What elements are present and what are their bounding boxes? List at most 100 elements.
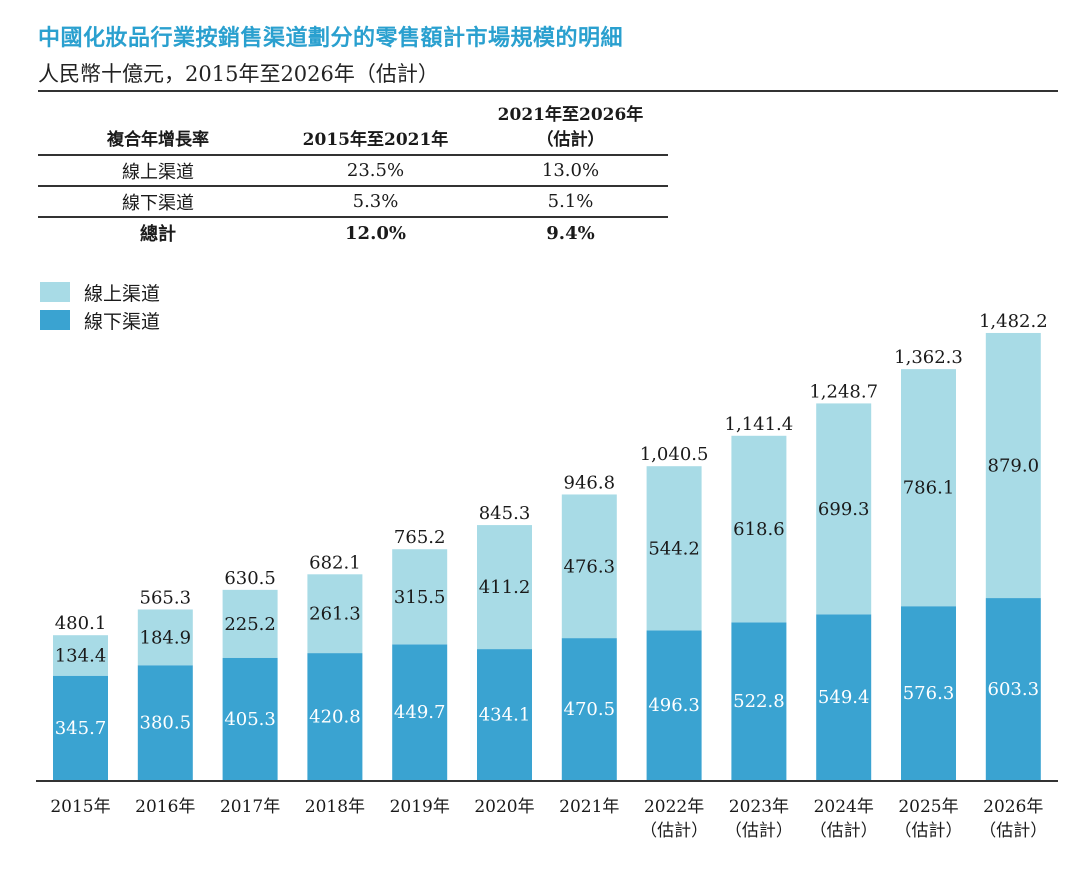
x-tick-label-7: 2022年 xyxy=(644,797,704,817)
cagr-value: 5.3% xyxy=(352,191,399,212)
label-total-11: 1,482.2 xyxy=(979,311,1048,332)
x-tick-label-1: 2016年 xyxy=(135,797,195,817)
x-tick-note-7: （估計） xyxy=(640,821,708,841)
bar-offline-11 xyxy=(985,598,1041,780)
cagr-value: 12.0% xyxy=(345,222,406,244)
label-total-8: 1,141.4 xyxy=(725,414,794,435)
bar-offline-2 xyxy=(222,657,278,780)
cagr-header-period2-line2: （估計） xyxy=(536,130,605,150)
label-offline-8: 522.8 xyxy=(733,691,785,712)
cagr-header-period2: 2021年至2026年 （估計） xyxy=(473,96,668,155)
label-total-7: 1,040.5 xyxy=(640,444,709,465)
label-online-5: 411.2 xyxy=(479,577,531,598)
x-tick-label-4: 2019年 xyxy=(390,797,450,817)
label-offline-9: 549.4 xyxy=(818,687,870,708)
cagr-header-label: 複合年增長率 xyxy=(107,130,209,150)
chart-title: 中國化妝品行業按銷售渠道劃分的零售額計市場規模的明細 xyxy=(38,26,624,51)
x-tick-note-10: （估計） xyxy=(895,821,963,841)
label-online-10: 786.1 xyxy=(903,478,955,499)
bar-offline-4 xyxy=(392,644,448,780)
label-online-3: 261.3 xyxy=(309,604,361,625)
label-offline-4: 449.7 xyxy=(394,702,446,723)
x-tick-note-9: （估計） xyxy=(810,821,878,841)
cagr-header-period2-line1: 2021年至2026年 xyxy=(497,105,644,125)
label-total-10: 1,362.3 xyxy=(894,347,963,368)
label-offline-11: 603.3 xyxy=(988,679,1040,700)
label-online-9: 699.3 xyxy=(818,499,870,520)
bar-online-8 xyxy=(731,435,787,623)
bar-offline-3 xyxy=(307,653,363,780)
cagr-row-label: 線下渠道 xyxy=(122,192,194,214)
x-tick-label-5: 2020年 xyxy=(474,797,534,817)
cagr-header-period1: 2015年至2021年 xyxy=(302,130,449,150)
cagr-row-total: 總計 12.0% 9.4% xyxy=(38,217,668,248)
label-online-7: 544.2 xyxy=(648,538,700,559)
bar-offline-5 xyxy=(477,649,532,780)
label-offline-7: 496.3 xyxy=(648,695,700,716)
bar-online-2 xyxy=(222,589,278,658)
label-offline-10: 576.3 xyxy=(903,683,955,704)
bar-online-4 xyxy=(392,549,448,645)
header-divider xyxy=(38,90,1058,92)
legend-item-online: 線上渠道 xyxy=(40,278,160,306)
label-offline-6: 470.5 xyxy=(564,699,616,720)
label-offline-5: 434.1 xyxy=(479,705,531,726)
label-online-8: 618.6 xyxy=(733,519,785,540)
label-offline-3: 420.8 xyxy=(309,707,361,728)
bar-offline-0 xyxy=(53,675,108,780)
label-online-11: 879.0 xyxy=(988,456,1040,477)
x-tick-label-2: 2017年 xyxy=(220,797,280,817)
x-tick-label-10: 2025年 xyxy=(898,797,958,817)
bar-online-1 xyxy=(137,609,193,666)
label-total-6: 946.8 xyxy=(564,472,616,493)
cagr-row-label: 總計 xyxy=(140,224,176,245)
cagr-row-online: 線上渠道 23.5% 13.0% xyxy=(38,155,668,186)
label-online-0: 134.4 xyxy=(55,645,107,666)
legend-swatch-offline xyxy=(40,310,70,330)
bar-online-0 xyxy=(53,635,108,676)
cagr-row-label: 線上渠道 xyxy=(122,161,194,183)
x-tick-note-11: （估計） xyxy=(979,821,1047,841)
x-tick-label-6: 2021年 xyxy=(559,797,619,817)
x-tick-label-9: 2024年 xyxy=(814,797,874,817)
cagr-value: 5.1% xyxy=(547,191,594,212)
label-total-0: 480.1 xyxy=(55,613,107,634)
x-tick-label-0: 2015年 xyxy=(50,797,110,817)
label-offline-1: 380.5 xyxy=(140,713,192,734)
bar-online-6 xyxy=(561,494,617,639)
legend-label-offline: 線下渠道 xyxy=(84,310,161,333)
legend-swatch-online xyxy=(40,282,70,302)
bar-online-10 xyxy=(901,369,956,607)
label-total-3: 682.1 xyxy=(309,552,361,573)
label-total-2: 630.5 xyxy=(224,568,276,589)
cagr-table-header: 複合年增長率 2015年至2021年 2021年至2026年 （估計） xyxy=(38,96,668,155)
bar-online-11 xyxy=(985,332,1041,599)
bar-offline-8 xyxy=(731,622,787,780)
legend-label-online: 線上渠道 xyxy=(84,282,161,305)
x-tick-label-8: 2023年 xyxy=(729,797,789,817)
cagr-value: 9.4% xyxy=(546,222,595,244)
bar-online-3 xyxy=(307,574,363,654)
label-online-4: 315.5 xyxy=(394,587,446,608)
label-online-1: 184.9 xyxy=(140,627,192,648)
bar-offline-10 xyxy=(901,606,956,780)
bar-online-5 xyxy=(477,525,532,650)
x-tick-label-3: 2018年 xyxy=(305,797,365,817)
label-total-1: 565.3 xyxy=(140,587,192,608)
cagr-value: 13.0% xyxy=(541,160,600,181)
legend-item-offline: 線下渠道 xyxy=(40,306,160,334)
bar-offline-7 xyxy=(646,630,702,780)
bar-offline-9 xyxy=(816,614,872,780)
cagr-table: 複合年增長率 2015年至2021年 2021年至2026年 （估計） 線上渠道… xyxy=(38,96,668,248)
label-total-4: 765.2 xyxy=(394,527,446,548)
label-total-9: 1,248.7 xyxy=(809,381,878,402)
bar-online-7 xyxy=(646,466,702,631)
label-offline-2: 405.3 xyxy=(224,709,276,730)
label-online-2: 225.2 xyxy=(224,614,276,635)
bar-offline-1 xyxy=(137,665,193,780)
bar-offline-6 xyxy=(561,638,617,780)
label-total-5: 845.3 xyxy=(479,503,531,524)
label-offline-0: 345.7 xyxy=(55,718,107,739)
chart-subtitle: 人民幣十億元，2015年至2026年（估計） xyxy=(38,62,439,86)
